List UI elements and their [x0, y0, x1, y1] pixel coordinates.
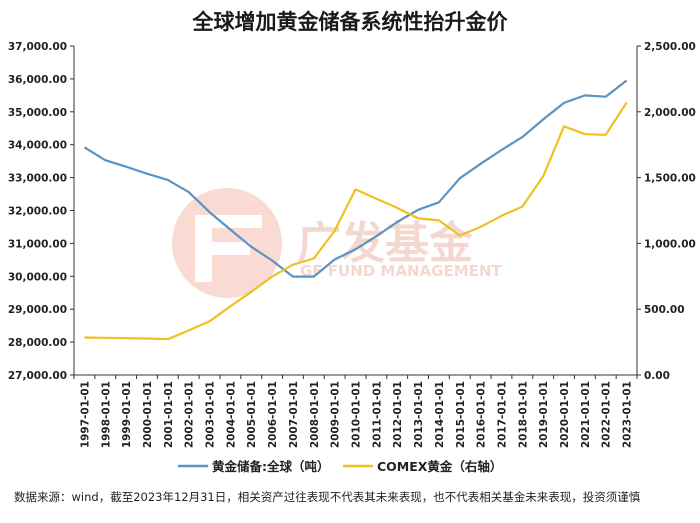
right-tick-label: 2,500.00 [644, 41, 696, 53]
left-tick-label: 31,000.00 [8, 238, 67, 250]
x-tick-label: 1998-01-01 [100, 381, 112, 448]
left-tick-label: 34,000.00 [8, 140, 67, 152]
left-tick-label: 28,000.00 [8, 337, 67, 349]
x-tick-label: 2012-01-01 [392, 381, 404, 448]
x-tick-label: 1997-01-01 [79, 381, 91, 448]
x-tick-label: 2001-01-01 [163, 381, 175, 448]
x-tick-label: 2000-01-01 [142, 381, 154, 448]
left-tick-label: 37,000.00 [8, 41, 67, 53]
x-tick-label: 2008-01-01 [309, 381, 321, 448]
left-tick-label: 36,000.00 [8, 74, 67, 86]
legend-label-reserves: 黄金储备:全球（吨） [212, 459, 330, 474]
right-tick-label: 1,500.00 [644, 173, 696, 185]
x-tick-label: 2022-01-01 [601, 381, 613, 448]
series-line-reserves [83, 79, 628, 278]
right-tick-label: 500.00 [644, 304, 685, 316]
left-tick-label: 27,000.00 [8, 370, 67, 382]
x-tick-label: 2021-01-01 [580, 381, 592, 448]
x-tick-label: 2013-01-01 [413, 381, 425, 448]
left-tick-label: 29,000.00 [8, 304, 67, 316]
footnote: 数据来源：wind，截至2023年12月31日，相关资产过往表现不代表其未来表现… [14, 490, 641, 504]
left-axis-ticks: 27,000.00 28,000.00 29,000.00 30,000.00 31,0… [8, 41, 74, 382]
x-tick-label: 2005-01-01 [246, 381, 258, 448]
watermark: 广发基金 GF FUND MANAGEMENT [172, 188, 502, 298]
x-tick-label: 2003-01-01 [205, 381, 217, 448]
x-tick-label: 2023-01-01 [622, 381, 634, 448]
legend-label-comex: COMEX黄金（右轴） [377, 459, 502, 474]
x-tick-label: 2017-01-01 [496, 381, 508, 448]
series-lines [83, 79, 628, 341]
x-tick-label: 2010-01-01 [351, 381, 363, 448]
left-tick-label: 30,000.00 [8, 271, 67, 283]
left-tick-label: 35,000.00 [8, 107, 67, 119]
right-axis-ticks: 0.00 500.00 1,000.00 1,500.00 2,000.00 2,500.… [637, 41, 696, 382]
x-tick-label: 2007-01-01 [288, 381, 300, 448]
x-tick-label: 2006-01-01 [267, 381, 279, 448]
axes [73, 46, 638, 376]
chart-title: 全球增加黄金储备系统性抬升金价 [192, 10, 508, 34]
watermark-sub: GF FUND MANAGEMENT [300, 262, 502, 280]
right-tick-label: 1,000.00 [644, 238, 696, 250]
x-axis-ticks: 1997-01-01 1998-01-01 1999-01-01 2000-01-01… [73, 375, 638, 448]
x-tick-label: 2016-01-01 [476, 381, 488, 448]
right-tick-label: 0.00 [644, 370, 670, 382]
x-tick-label: 2019-01-01 [538, 381, 550, 448]
right-tick-label: 2,000.00 [644, 107, 696, 119]
x-tick-label: 2018-01-01 [517, 381, 529, 448]
x-tick-label: 2009-01-01 [330, 381, 342, 448]
watermark-logo-circle [172, 188, 282, 298]
x-tick-label: 2020-01-01 [559, 381, 571, 448]
left-tick-label: 32,000.00 [8, 206, 67, 218]
x-tick-label: 2011-01-01 [371, 381, 383, 448]
x-tick-label: 2015-01-01 [455, 381, 467, 448]
legend: 黄金储备:全球（吨） COMEX黄金（右轴） [178, 459, 502, 474]
watermark-logo-mark [195, 215, 262, 282]
watermark-brand: 广发基金 [297, 218, 474, 269]
x-tick-label: 2004-01-01 [225, 381, 237, 448]
x-tick-label: 1999-01-01 [121, 381, 133, 448]
x-tick-label: 2014-01-01 [434, 381, 446, 448]
series-line-comex [84, 102, 628, 341]
x-tick-label: 2002-01-01 [184, 381, 196, 448]
left-tick-label: 33,000.00 [8, 173, 67, 185]
